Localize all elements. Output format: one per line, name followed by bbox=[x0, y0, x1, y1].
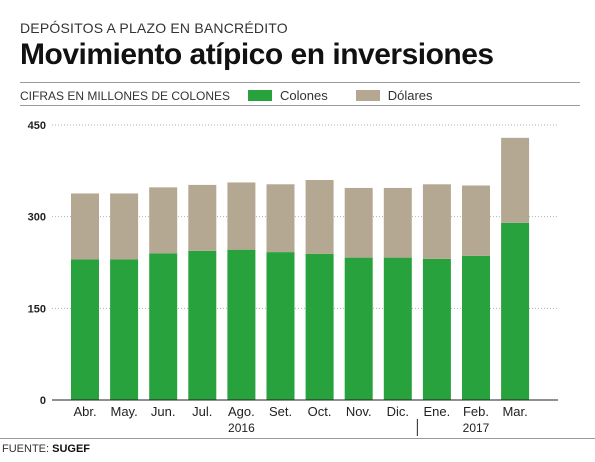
source-note: FUENTE: SUGEF bbox=[2, 443, 90, 455]
bar-dolares bbox=[344, 187, 373, 258]
bar-dolares bbox=[501, 137, 530, 223]
source-label: FUENTE: bbox=[2, 443, 53, 455]
x-tick-label: Ene. bbox=[424, 404, 451, 419]
x-tick-label: Nov. bbox=[346, 404, 372, 419]
bar-colones bbox=[188, 250, 217, 400]
year-label: 2016 bbox=[228, 421, 255, 435]
bar-colones bbox=[110, 259, 139, 400]
bar-dolares bbox=[422, 184, 451, 259]
bar-dolares bbox=[305, 180, 334, 254]
bar-colones bbox=[344, 257, 373, 400]
bar-colones bbox=[305, 253, 334, 400]
bar-colones bbox=[266, 252, 295, 400]
legend-item-colones: Colones bbox=[248, 88, 328, 103]
x-tick-label: Abr. bbox=[73, 404, 96, 419]
x-tick-label: Ago. bbox=[228, 404, 255, 419]
bar-colones bbox=[462, 255, 490, 400]
bar-dolares bbox=[266, 184, 295, 253]
x-tick-label: Set. bbox=[269, 404, 292, 419]
legend-item-dolares: Dólares bbox=[355, 88, 433, 103]
bar-dolares bbox=[149, 187, 178, 254]
bar-dolares bbox=[462, 185, 490, 256]
legend-label-dolares: Dólares bbox=[387, 88, 433, 103]
legend: Colones Dólares bbox=[248, 88, 461, 103]
x-tick-label: Jul. bbox=[192, 404, 212, 419]
bar-dolares bbox=[188, 184, 217, 251]
bar-dolares bbox=[71, 193, 99, 260]
source-name: SUGEF bbox=[52, 443, 91, 455]
y-tick-label: 450 bbox=[28, 120, 46, 132]
y-tick-label: 0 bbox=[40, 395, 46, 407]
divider bbox=[0, 438, 595, 439]
chart-kicker: DEPÓSITOS A PLAZO EN BANCRÉDITO bbox=[20, 20, 288, 36]
y-tick-label: 150 bbox=[28, 303, 46, 315]
bar-colones bbox=[149, 253, 178, 400]
bar-colones bbox=[71, 259, 99, 400]
legend-label-colones: Colones bbox=[280, 88, 328, 103]
chart-title: Movimiento atípico en inversiones bbox=[20, 38, 494, 71]
bar-colones bbox=[383, 257, 412, 400]
legend-swatch-colones bbox=[248, 90, 272, 101]
x-tick-label: Jun. bbox=[151, 404, 176, 419]
bar-colones bbox=[501, 222, 530, 400]
legend-swatch-dolares bbox=[355, 90, 380, 101]
bar-dolares bbox=[227, 182, 256, 250]
bar-dolares bbox=[383, 187, 412, 258]
bar-colones bbox=[422, 258, 451, 400]
y-tick-label: 300 bbox=[28, 212, 46, 224]
bar-colones bbox=[227, 249, 256, 400]
divider bbox=[20, 82, 580, 83]
x-tick-label: Feb. bbox=[463, 404, 489, 419]
x-tick-label: Mar. bbox=[502, 404, 527, 419]
x-tick-label: May. bbox=[110, 404, 137, 419]
x-tick-label: Dic. bbox=[387, 404, 409, 419]
x-tick-label: Oct. bbox=[308, 404, 332, 419]
bar-dolares bbox=[110, 193, 139, 260]
divider bbox=[20, 105, 580, 106]
year-label: 2017 bbox=[463, 421, 490, 435]
chart-subtitle: CIFRAS EN MILLONES DE COLONES bbox=[20, 89, 231, 103]
